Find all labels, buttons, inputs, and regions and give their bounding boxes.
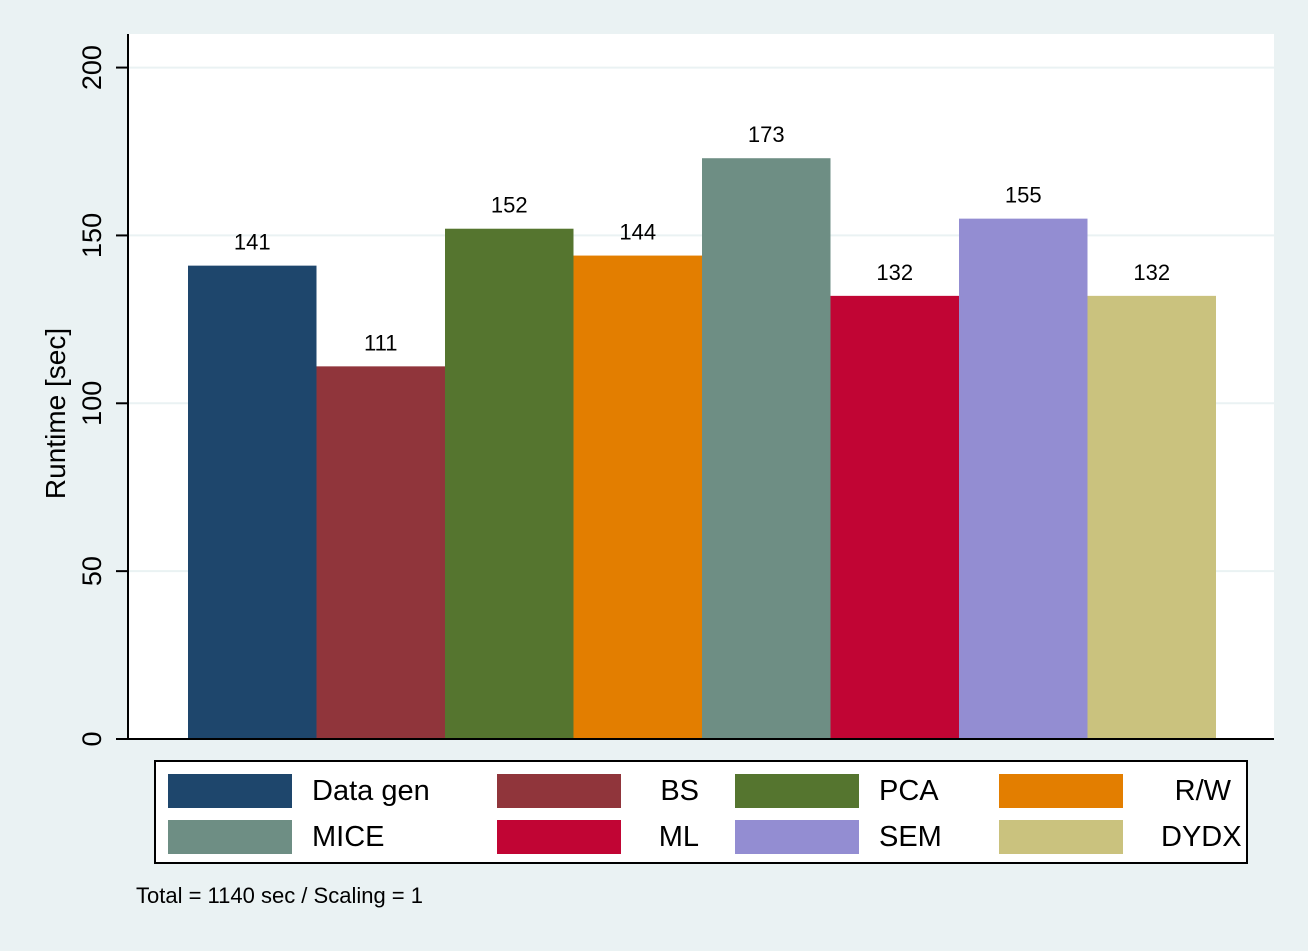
legend-swatch bbox=[735, 820, 859, 854]
y-axis-title: Runtime [sec] bbox=[40, 328, 71, 499]
legend-swatch bbox=[735, 774, 859, 808]
legend-label: SEM bbox=[879, 821, 942, 853]
bar-mice bbox=[702, 158, 831, 739]
y-tick-label: 200 bbox=[77, 45, 107, 90]
bar-sem bbox=[959, 218, 1088, 740]
legend-swatch bbox=[999, 820, 1123, 854]
legend-label: PCA bbox=[879, 775, 939, 807]
legend-label: R/W bbox=[1174, 775, 1231, 807]
legend-label: Data gen bbox=[312, 775, 430, 807]
data-label: 132 bbox=[1133, 260, 1170, 285]
legend: Data gen BS PCA R/W MICE ML SEM DYDX bbox=[154, 760, 1248, 864]
legend-swatch bbox=[497, 774, 621, 808]
bar-pca bbox=[445, 228, 574, 739]
data-label: 144 bbox=[619, 220, 656, 245]
legend-label: MICE bbox=[312, 821, 385, 853]
legend-swatch bbox=[999, 774, 1123, 808]
bar-bs bbox=[316, 366, 445, 739]
legend-label: BS bbox=[660, 775, 699, 807]
data-label: 141 bbox=[234, 230, 271, 255]
data-label: 132 bbox=[876, 260, 913, 285]
y-tick-label: 0 bbox=[77, 731, 107, 746]
data-label: 155 bbox=[1005, 183, 1042, 208]
data-label: 173 bbox=[748, 122, 785, 147]
footnote: Total = 1140 sec / Scaling = 1 bbox=[136, 883, 423, 908]
legend-swatch bbox=[168, 774, 292, 808]
legend-label: ML bbox=[658, 821, 699, 853]
data-label: 111 bbox=[364, 330, 397, 355]
chart-svg: 141 111 152 144 173 132 155 132 0 50 100 150 200 Runt… bbox=[40, 34, 1274, 747]
bar-dydx bbox=[1087, 295, 1216, 739]
bar-r-w bbox=[573, 255, 702, 740]
bar-data-gen bbox=[188, 265, 317, 739]
data-label: 152 bbox=[491, 193, 528, 218]
y-tick-label: 100 bbox=[77, 381, 107, 426]
legend-swatch bbox=[497, 820, 621, 854]
y-tick-label: 150 bbox=[77, 213, 107, 258]
legend-swatch bbox=[168, 820, 292, 854]
legend-label: DYDX bbox=[1161, 821, 1242, 853]
y-tick-label: 50 bbox=[77, 556, 107, 586]
bar-ml bbox=[830, 295, 959, 739]
